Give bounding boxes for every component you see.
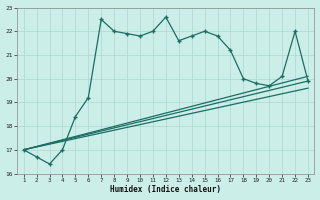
X-axis label: Humidex (Indice chaleur): Humidex (Indice chaleur) xyxy=(110,185,221,194)
